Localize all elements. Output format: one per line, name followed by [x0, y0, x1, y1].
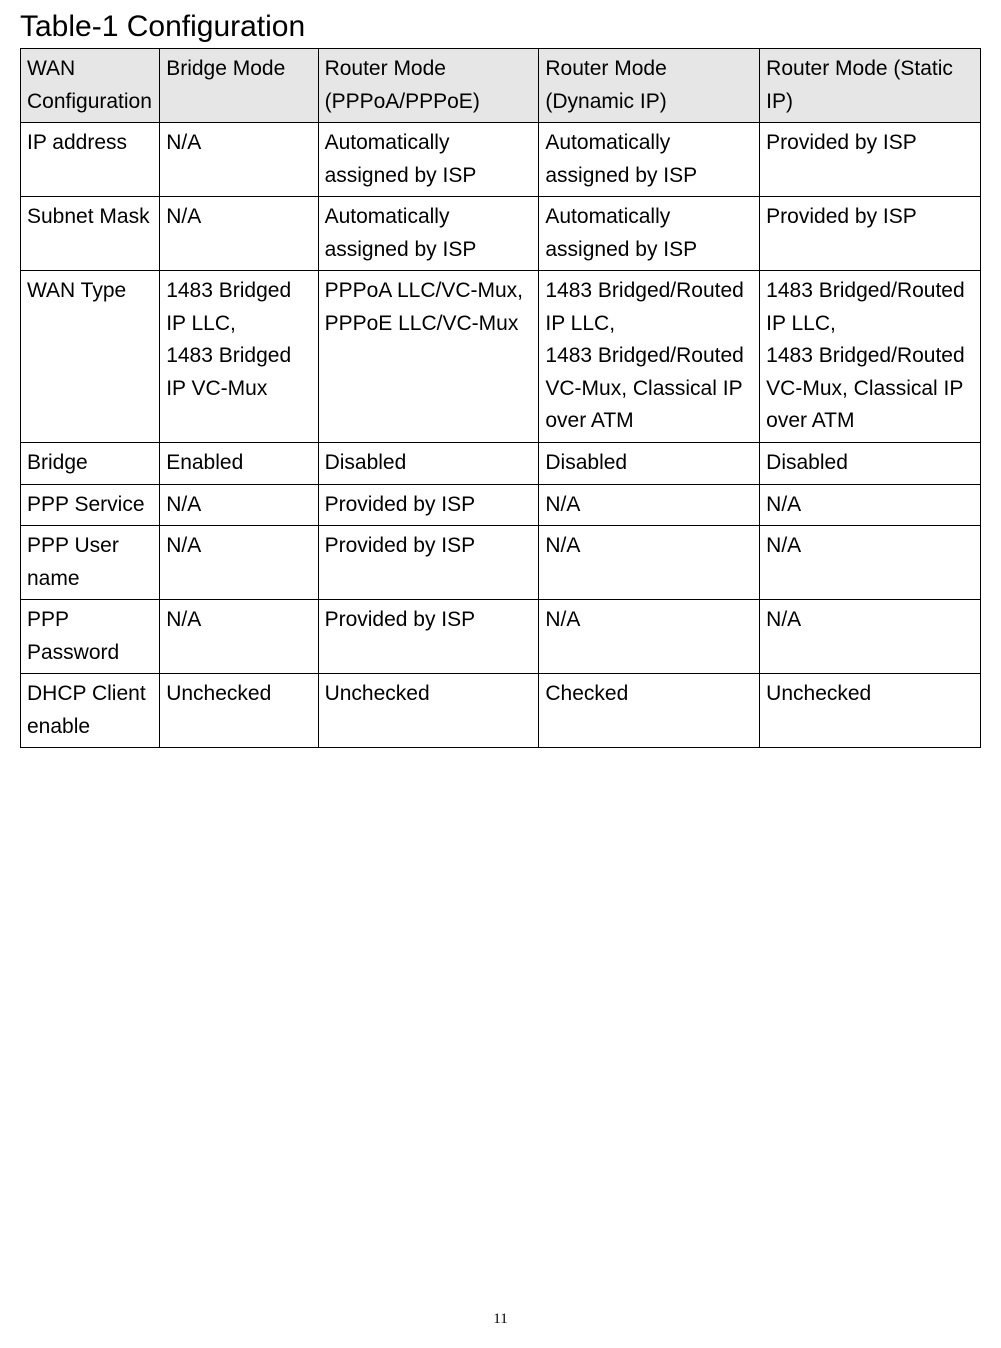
cell: Automatically assigned by ISP: [318, 197, 539, 271]
cell: 1483 Bridged IP LLC, 1483 Bridged IP VC-…: [160, 271, 318, 443]
table-row: Subnet Mask N/A Automatically assigned b…: [21, 197, 981, 271]
row-label: WAN Type: [21, 271, 160, 443]
row-label: Subnet Mask: [21, 197, 160, 271]
cell: N/A: [760, 600, 981, 674]
cell: Unchecked: [160, 674, 318, 748]
row-label: IP address: [21, 123, 160, 197]
table-row: PPP User name N/A Provided by ISP N/A N/…: [21, 526, 981, 600]
cell: Checked: [539, 674, 760, 748]
cell: Automatically assigned by ISP: [318, 123, 539, 197]
cell: Automatically assigned by ISP: [539, 197, 760, 271]
cell: Disabled: [318, 443, 539, 485]
table-row: Bridge Enabled Disabled Disabled Disable…: [21, 443, 981, 485]
table-row: PPP Service N/A Provided by ISP N/A N/A: [21, 484, 981, 526]
cell: Unchecked: [760, 674, 981, 748]
cell: 1483 Bridged/Routed IP LLC, 1483 Bridged…: [760, 271, 981, 443]
cell: Disabled: [760, 443, 981, 485]
table-row: IP address N/A Automatically assigned by…: [21, 123, 981, 197]
page-number: 11: [0, 1311, 1001, 1328]
cell: N/A: [160, 600, 318, 674]
table-row: DHCP Client enable Unchecked Unchecked C…: [21, 674, 981, 748]
row-label: PPP User name: [21, 526, 160, 600]
cell: N/A: [760, 484, 981, 526]
col-header-wan-configuration: WAN Configuration: [21, 49, 160, 123]
page: Table-1 Configuration WAN Configuration …: [0, 0, 1001, 1348]
cell: N/A: [160, 526, 318, 600]
col-header-router-pppoa: Router Mode (PPPoA/PPPoE): [318, 49, 539, 123]
cell: Enabled: [160, 443, 318, 485]
cell: Provided by ISP: [318, 600, 539, 674]
cell: N/A: [760, 526, 981, 600]
cell: Automatically assigned by ISP: [539, 123, 760, 197]
cell: Provided by ISP: [318, 484, 539, 526]
col-header-router-static: Router Mode (Static IP): [760, 49, 981, 123]
col-header-router-dynamic: Router Mode (Dynamic IP): [539, 49, 760, 123]
cell: PPPoA LLC/VC-Mux, PPPoE LLC/VC-Mux: [318, 271, 539, 443]
cell: N/A: [160, 484, 318, 526]
row-label: PPP Password: [21, 600, 160, 674]
cell: 1483 Bridged/Routed IP LLC, 1483 Bridged…: [539, 271, 760, 443]
row-label: DHCP Client enable: [21, 674, 160, 748]
cell: N/A: [539, 484, 760, 526]
table-title: Table-1 Configuration: [20, 10, 981, 44]
table-row: WAN Type 1483 Bridged IP LLC, 1483 Bridg…: [21, 271, 981, 443]
cell: N/A: [160, 123, 318, 197]
table-header-row: WAN Configuration Bridge Mode Router Mod…: [21, 49, 981, 123]
cell: Provided by ISP: [760, 197, 981, 271]
configuration-table: WAN Configuration Bridge Mode Router Mod…: [20, 48, 981, 748]
col-header-bridge-mode: Bridge Mode: [160, 49, 318, 123]
cell: Disabled: [539, 443, 760, 485]
cell: N/A: [539, 600, 760, 674]
cell: N/A: [539, 526, 760, 600]
row-label: Bridge: [21, 443, 160, 485]
table-row: PPP Password N/A Provided by ISP N/A N/A: [21, 600, 981, 674]
cell: N/A: [160, 197, 318, 271]
cell: Unchecked: [318, 674, 539, 748]
cell: Provided by ISP: [318, 526, 539, 600]
cell: Provided by ISP: [760, 123, 981, 197]
row-label: PPP Service: [21, 484, 160, 526]
